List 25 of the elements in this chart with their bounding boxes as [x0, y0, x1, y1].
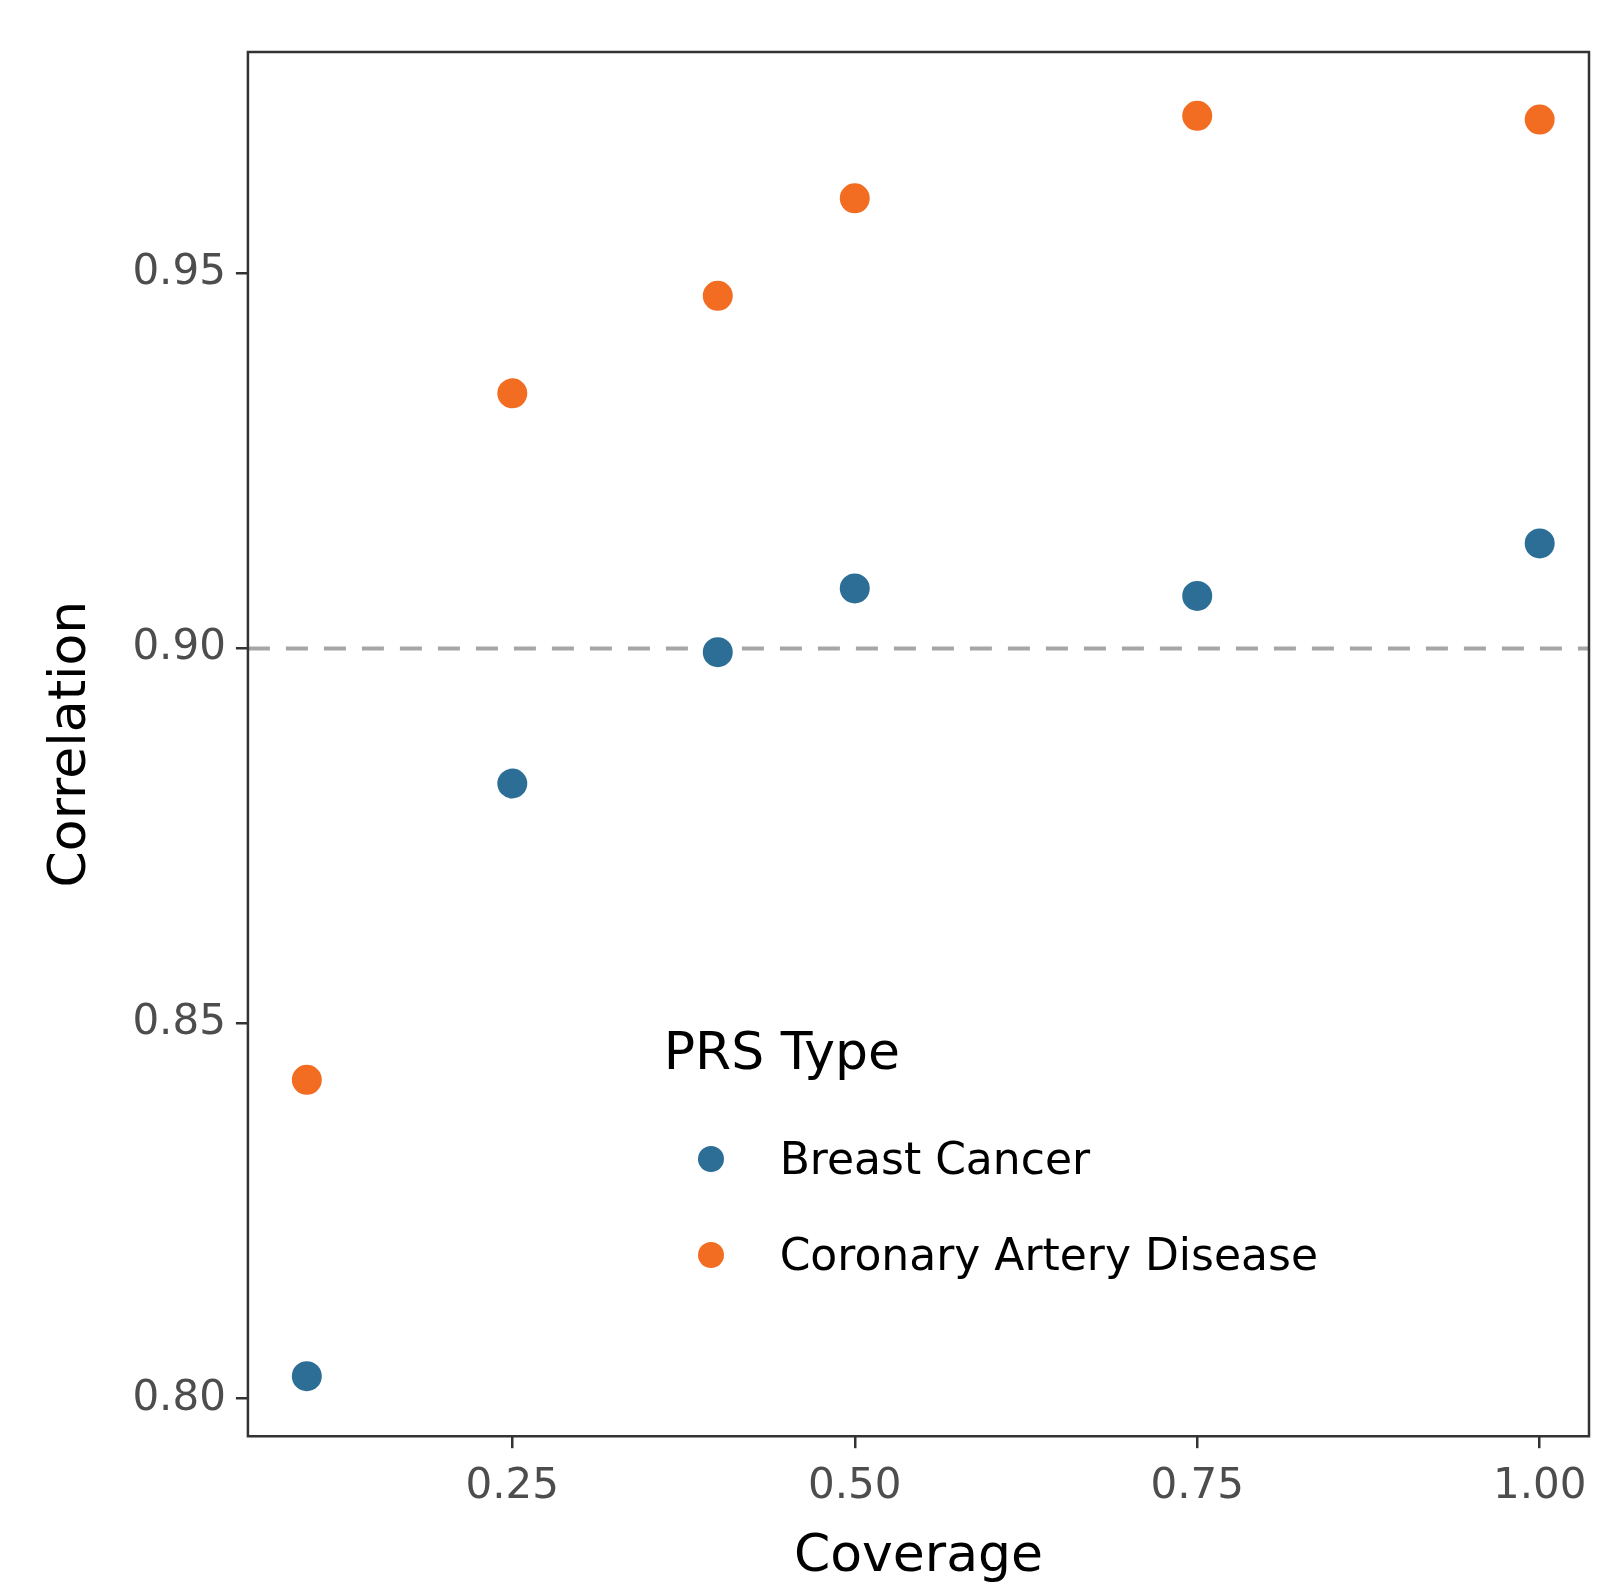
- point: [1182, 100, 1213, 131]
- point: [1524, 528, 1555, 559]
- point: [702, 280, 733, 311]
- point: [702, 637, 733, 668]
- y-tick-label: 0.90: [132, 620, 226, 670]
- legend-label: Coronary Artery Disease: [779, 1229, 1318, 1281]
- point: [497, 768, 528, 799]
- point: [1182, 580, 1213, 611]
- point: [497, 378, 528, 409]
- y-tick-label: 0.85: [132, 995, 226, 1045]
- point: [839, 183, 870, 214]
- y-axis-title: Correlation: [36, 600, 97, 888]
- legend-label: Breast Cancer: [779, 1133, 1091, 1185]
- point: [291, 1361, 322, 1392]
- point: [291, 1064, 322, 1095]
- y-tick-label: 0.80: [132, 1370, 226, 1420]
- y-tick-label: 0.95: [132, 245, 226, 295]
- x-tick-label: 1.00: [1492, 1459, 1587, 1509]
- point: [839, 573, 870, 604]
- x-tick-label: 0.25: [465, 1459, 560, 1509]
- x-tick-label: 0.75: [1150, 1459, 1244, 1509]
- x-axis-title: Coverage: [793, 1523, 1044, 1584]
- x-tick-label: 0.50: [808, 1459, 902, 1509]
- legend-title: PRS Type: [663, 1020, 902, 1081]
- point: [1524, 104, 1555, 135]
